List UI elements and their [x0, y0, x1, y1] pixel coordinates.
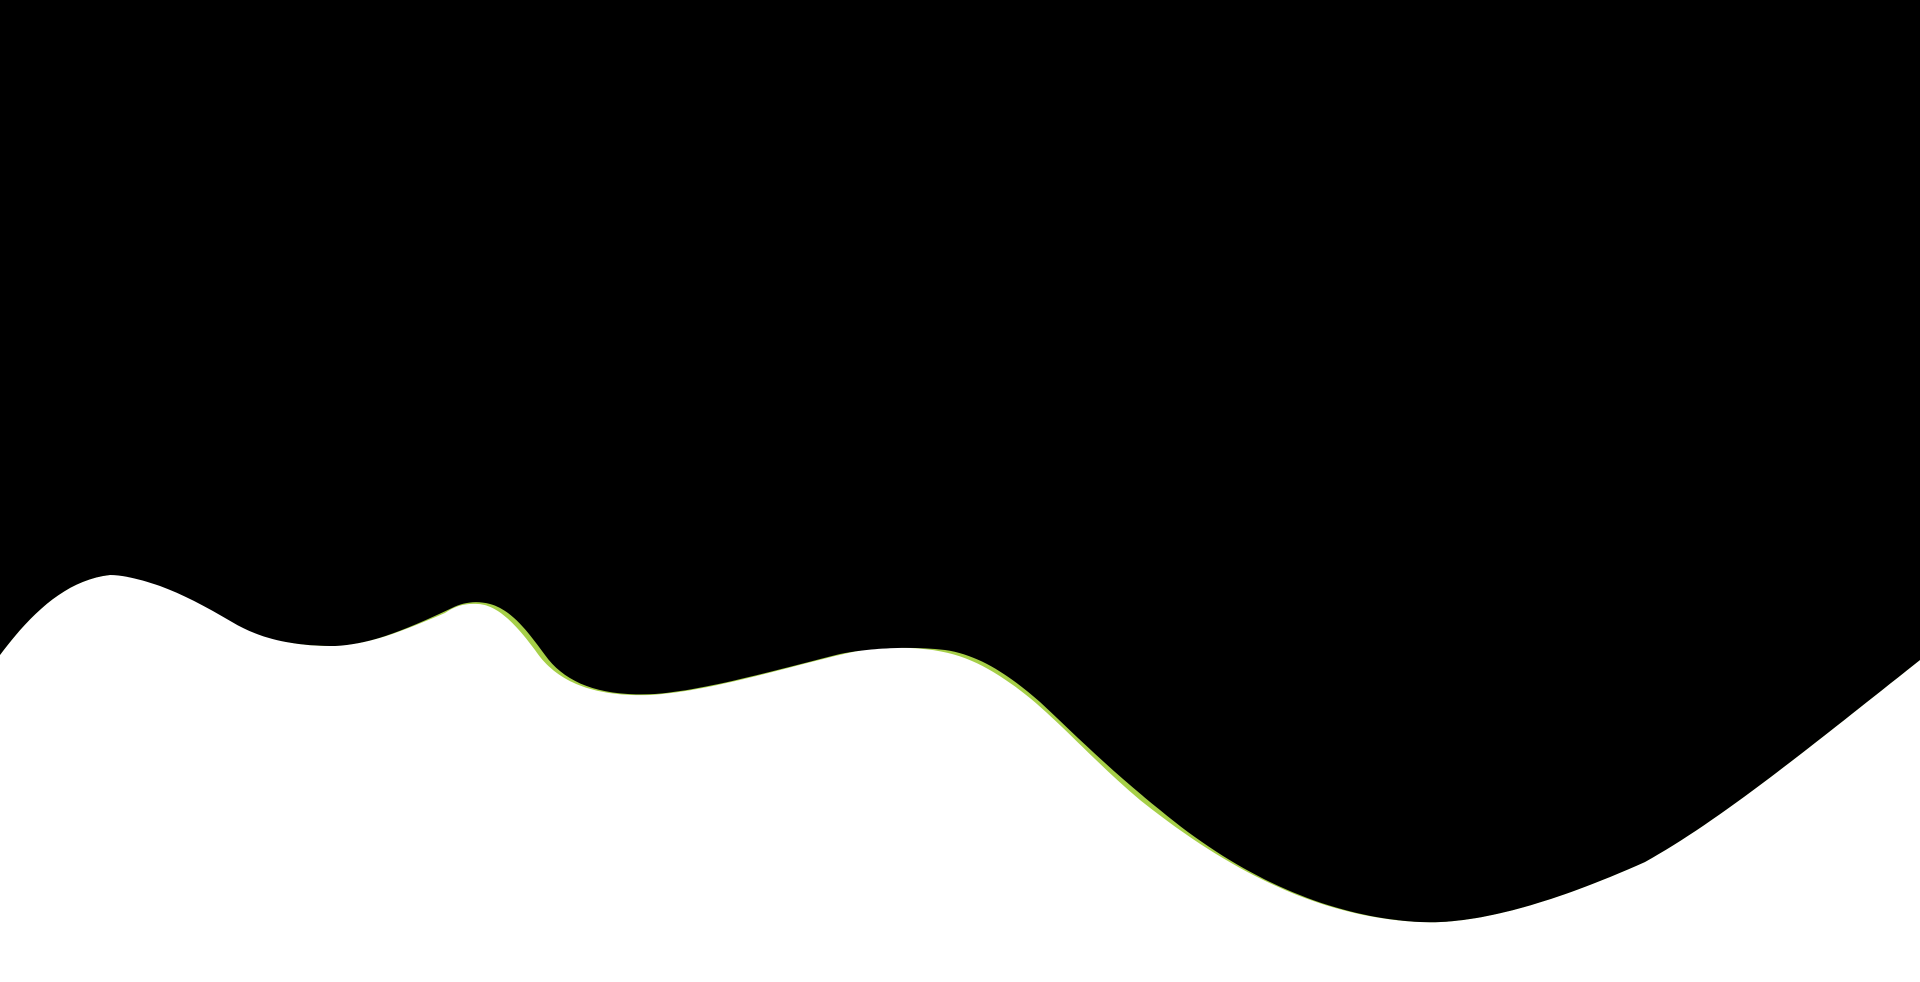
- dark-wave-shape: [0, 0, 1920, 923]
